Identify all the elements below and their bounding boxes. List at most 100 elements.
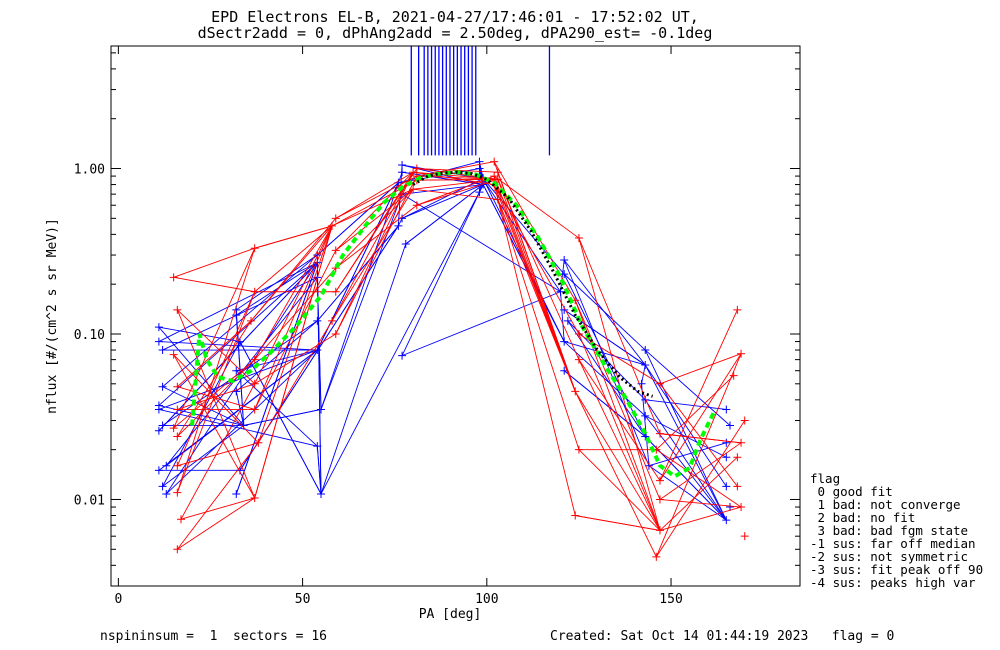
data-point [254, 438, 263, 447]
data-point [737, 438, 746, 447]
data-point [655, 476, 664, 485]
series-line [335, 175, 418, 219]
series-line [645, 399, 727, 410]
data-point [725, 503, 734, 512]
legend-item: 2 bad: no fit [810, 510, 915, 525]
data-point [560, 270, 569, 279]
series-line [641, 383, 650, 466]
data-point [560, 337, 569, 346]
series-line [335, 188, 414, 269]
data-point [641, 346, 650, 355]
series-line [162, 254, 318, 388]
series-line [416, 178, 499, 206]
flag-legend: flag 0 good fit 1 bad: not converge 2 ba… [810, 471, 983, 590]
series-line [316, 446, 322, 494]
data-point [394, 221, 403, 230]
data-point [173, 432, 182, 441]
series-line [655, 420, 746, 558]
data-point [737, 349, 746, 358]
legend-item: 1 bad: not converge [810, 497, 961, 512]
series-line [563, 341, 646, 417]
series-line [578, 359, 661, 481]
series-line [560, 259, 565, 292]
data-point [729, 371, 738, 380]
series-line [578, 449, 661, 531]
data-point [162, 461, 171, 470]
chart-title: EPD Electrons EL-B, 2021-04-27/17:46:01 … [211, 8, 699, 26]
series-line [659, 499, 742, 508]
series-line [578, 237, 661, 531]
y-tick-label: 0.10 [74, 328, 105, 343]
series-line [158, 349, 318, 410]
footer-created-info: Created: Sat Oct 14 01:44:19 2023 flag =… [550, 629, 894, 644]
series-line [560, 291, 565, 342]
series-line [177, 309, 256, 385]
data-point [173, 461, 182, 470]
spike-layer [410, 46, 551, 156]
data-point [655, 526, 664, 535]
series-line [335, 172, 414, 335]
data-point [652, 552, 661, 561]
data-point [490, 157, 499, 166]
series-line [177, 359, 256, 437]
series-line [563, 273, 646, 351]
series-line [659, 353, 742, 385]
series-line [644, 436, 727, 521]
data-point [173, 382, 182, 391]
data-point [571, 387, 580, 396]
x-tick-label: 50 [295, 592, 311, 607]
y-axis-ticks: 0.01 0.10 1.00 [74, 52, 800, 587]
series-line [176, 442, 259, 550]
y-tick-label: 0.01 [74, 493, 105, 508]
series-line [180, 497, 255, 520]
series-line [158, 409, 318, 447]
data-point [239, 421, 248, 430]
data-point [154, 337, 163, 346]
series-line [567, 320, 646, 437]
green-fit-curve [190, 170, 718, 479]
data-point [173, 405, 182, 414]
series-line [176, 291, 256, 493]
series-line [644, 364, 727, 521]
data-point [401, 239, 410, 248]
series-line [655, 353, 742, 558]
data-point [475, 188, 484, 197]
data-point [574, 445, 583, 454]
data-point [737, 503, 746, 512]
data-point [398, 168, 407, 177]
series-line [413, 188, 498, 200]
data-point [313, 442, 322, 451]
series-line [335, 171, 414, 292]
data-point [733, 453, 742, 462]
data-point [722, 453, 731, 462]
data-point [490, 172, 499, 181]
data-point [232, 366, 241, 375]
data-point [722, 482, 731, 491]
data-point [158, 482, 167, 491]
data-point [655, 379, 664, 388]
series-line [401, 184, 484, 356]
data-point [412, 201, 421, 210]
data-point [169, 273, 178, 282]
data-point [177, 515, 186, 524]
series-line [497, 199, 580, 450]
series-line [413, 178, 498, 190]
series-line [254, 225, 333, 385]
series-line [331, 171, 414, 322]
legend-item: -2 sus: not symmetric [810, 549, 968, 564]
data-point [232, 387, 241, 396]
series-line [236, 262, 318, 316]
series-line [497, 179, 580, 360]
series-line [320, 191, 480, 495]
data-point [733, 482, 742, 491]
series-line [254, 225, 333, 293]
data-point [560, 255, 569, 264]
series-line [254, 225, 333, 410]
data-point [169, 424, 178, 433]
series-line [257, 225, 333, 443]
data-point [563, 316, 572, 325]
series-line [254, 333, 336, 385]
series-line [335, 171, 414, 219]
series-line [401, 291, 561, 357]
data-point [250, 355, 259, 364]
